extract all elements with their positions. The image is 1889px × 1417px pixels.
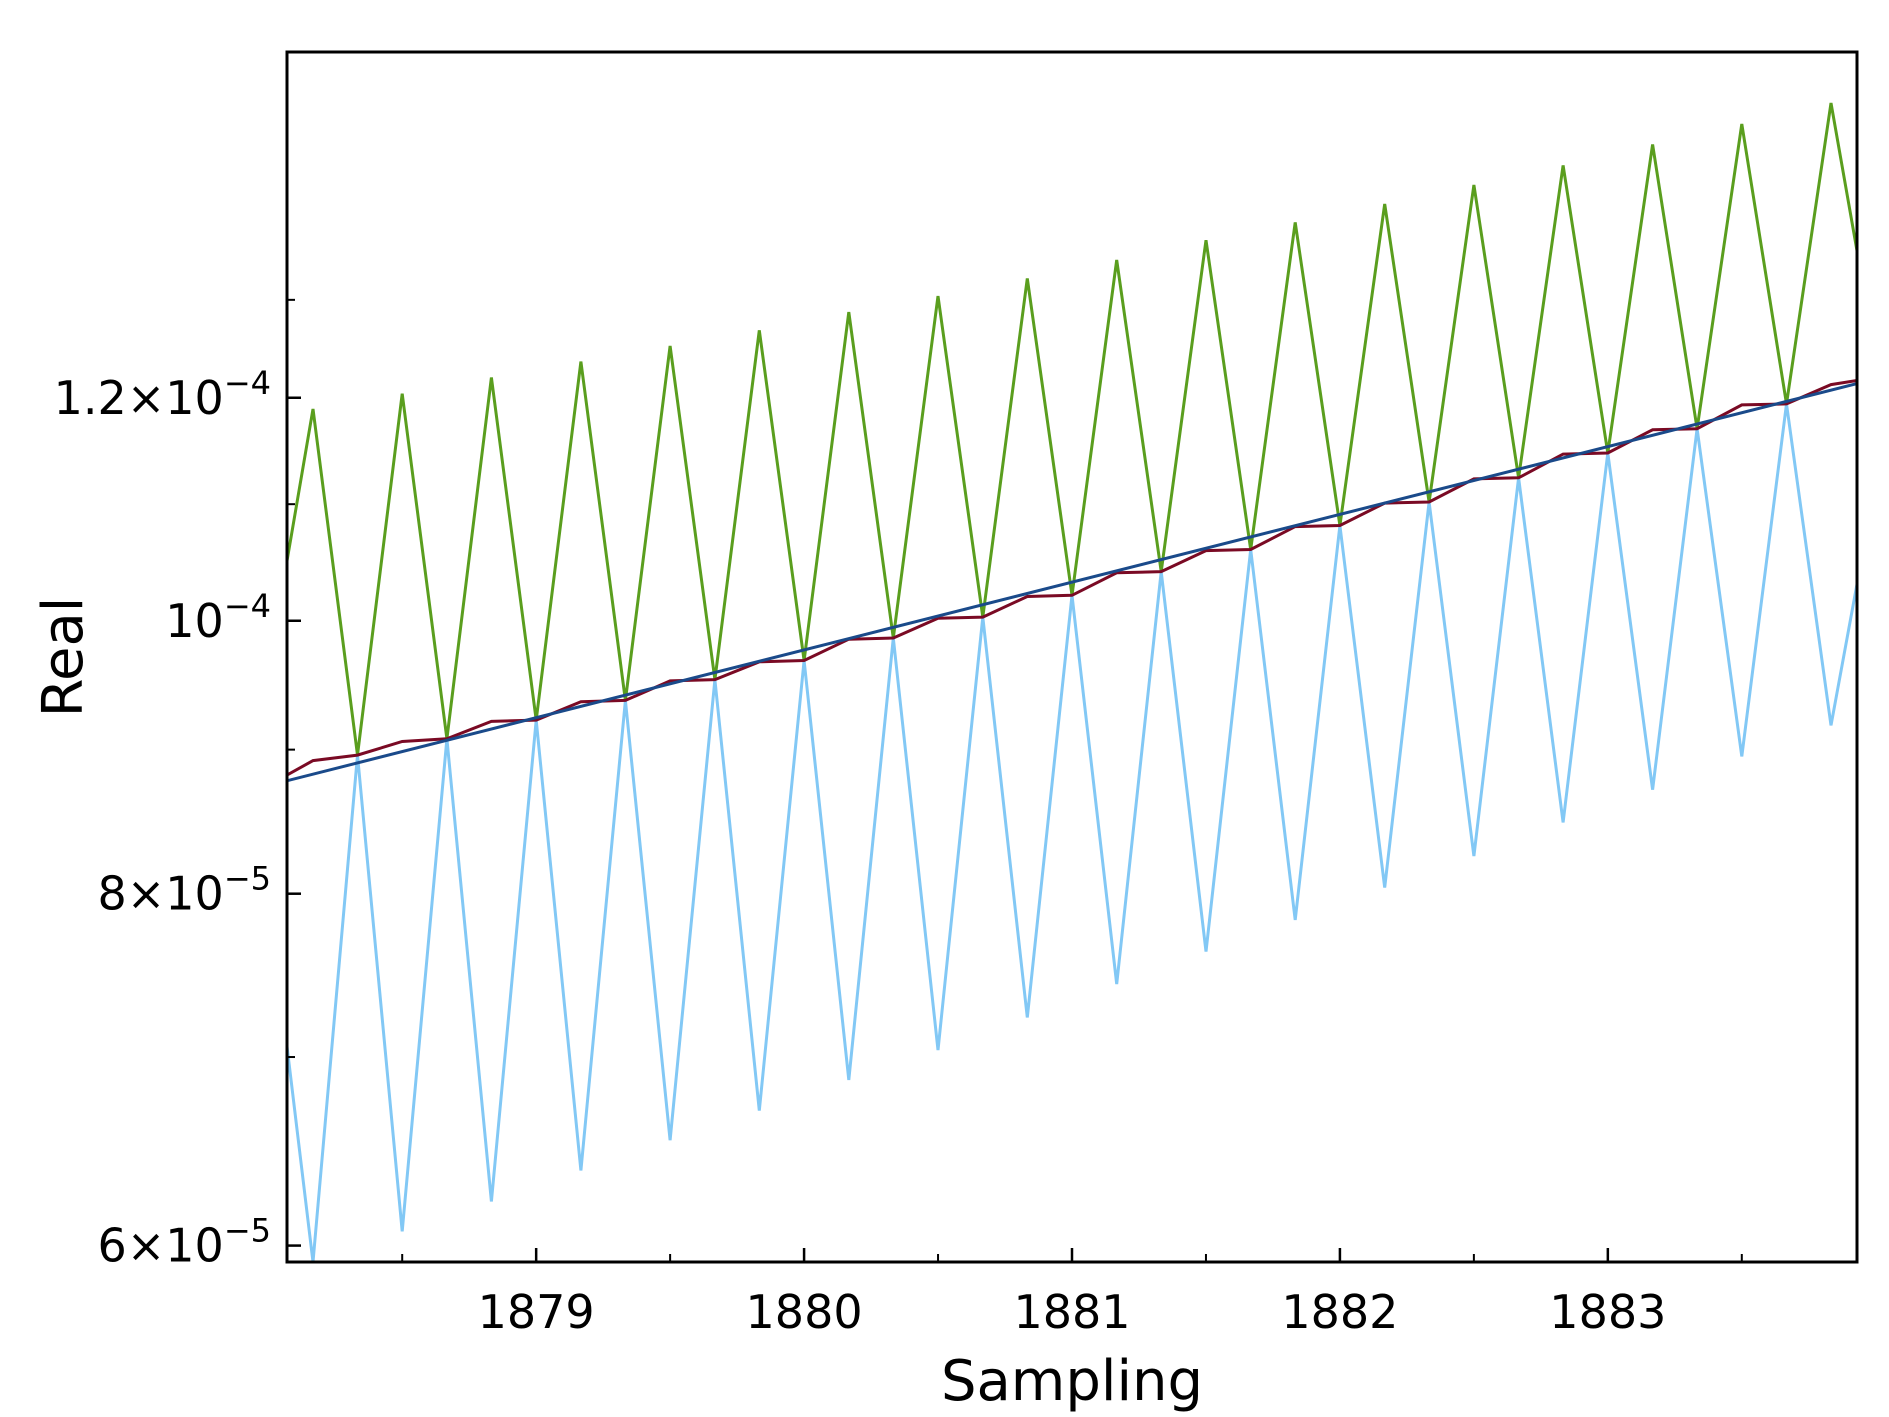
- y-tick-label-4: 1.2×10−4: [54, 364, 271, 425]
- x-tick-label-2: 1880: [746, 1285, 863, 1339]
- y-axis-label: Real: [31, 597, 96, 718]
- series-line-3: [287, 379, 1857, 777]
- y-axis: 6×10−5 8×10−5 10−4 1.2×10−4: [54, 298, 301, 1273]
- x-axis-label: Sampling: [941, 1349, 1203, 1414]
- x-tick-label-5: 1883: [1549, 1285, 1666, 1339]
- x-axis: 1879 1880 1881 1882 1883: [401, 1248, 1743, 1339]
- x-tick-label-3: 1881: [1013, 1285, 1130, 1339]
- x-tick-label-1: 1879: [478, 1285, 595, 1339]
- y-tick-label-1: 6×10−5: [97, 1212, 271, 1273]
- y-tick-label-2: 8×10−5: [97, 860, 271, 921]
- series-layer: [287, 102, 1857, 1262]
- y-tick-label-3: 10−4: [165, 587, 271, 648]
- x-tick-label-4: 1882: [1281, 1285, 1398, 1339]
- series-line-4: [287, 382, 1857, 783]
